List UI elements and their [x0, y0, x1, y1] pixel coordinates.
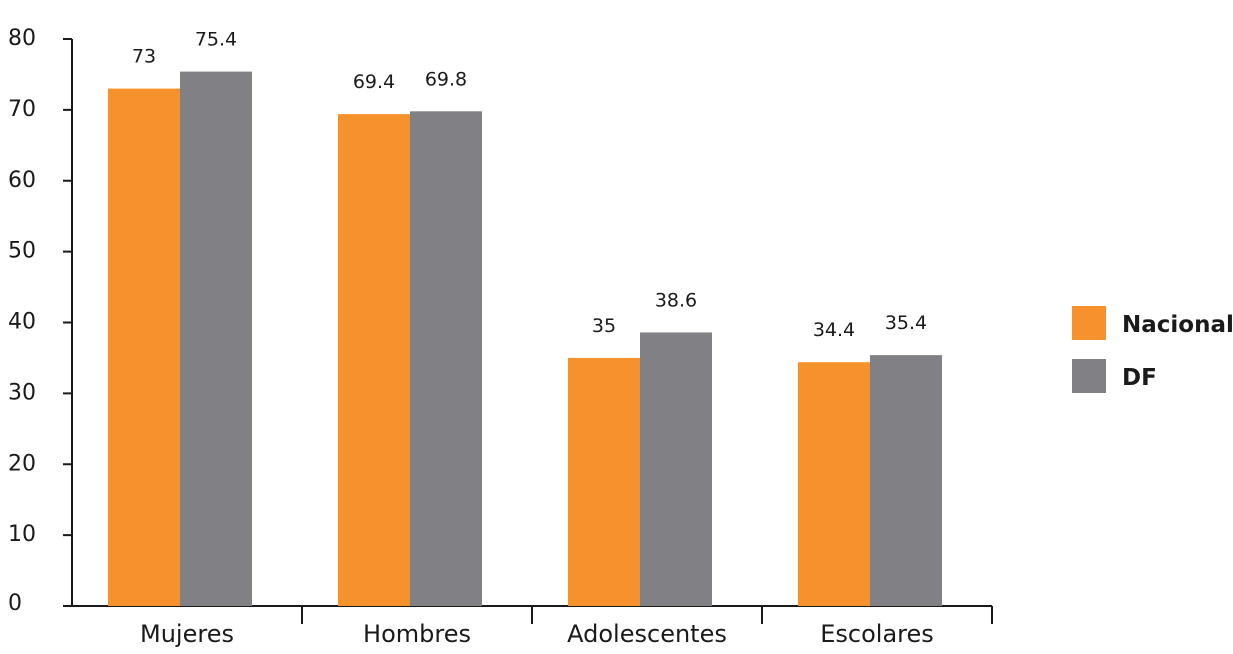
data-label: 35.4	[885, 312, 927, 334]
x-category-label: Adolescentes	[567, 620, 727, 648]
legend-label: DF	[1122, 365, 1157, 391]
y-tick-label: 80	[8, 26, 36, 51]
y-tick-label: 60	[8, 168, 36, 193]
y-tick-label: 30	[8, 380, 36, 405]
x-category-label: Hombres	[363, 620, 471, 648]
bar-nacional	[338, 114, 410, 606]
y-tick-label: 10	[8, 522, 36, 547]
data-label: 75.4	[195, 29, 237, 51]
data-labels: 73 75.4 69.4 69.8 35 38.6 34.4 35.4	[132, 29, 927, 342]
legend: Nacional DF	[1072, 306, 1233, 393]
y-tick-label: 40	[8, 310, 36, 335]
bar-nacional	[798, 362, 870, 606]
bar-df	[180, 71, 252, 607]
x-category-label: Escolares	[820, 620, 934, 648]
bar-nacional	[568, 357, 640, 606]
data-label: 35	[592, 315, 616, 337]
legend-swatch-df	[1072, 359, 1106, 393]
bar-df	[410, 111, 482, 606]
legend-label: Nacional	[1122, 312, 1233, 338]
data-label: 34.4	[813, 319, 855, 341]
y-tick-label: 20	[8, 451, 36, 476]
data-label: 69.8	[425, 68, 467, 90]
data-label: 69.4	[353, 71, 395, 93]
y-tick-label: 50	[8, 239, 36, 264]
bar-df	[640, 332, 712, 606]
data-label: 73	[132, 46, 156, 68]
y-axis: 0 10 20 30 40 50 60 70 80	[8, 26, 73, 616]
bar-df	[870, 355, 942, 606]
y-tick-label: 70	[8, 97, 36, 122]
legend-swatch-nacional	[1072, 306, 1106, 340]
bar-nacional	[108, 88, 180, 607]
x-axis: Mujeres Hombres Adolescentes Escolares	[72, 605, 993, 648]
x-category-label: Mujeres	[140, 620, 234, 648]
y-tick-label: 0	[8, 591, 22, 616]
bars	[108, 71, 942, 607]
data-label: 38.6	[655, 289, 697, 311]
